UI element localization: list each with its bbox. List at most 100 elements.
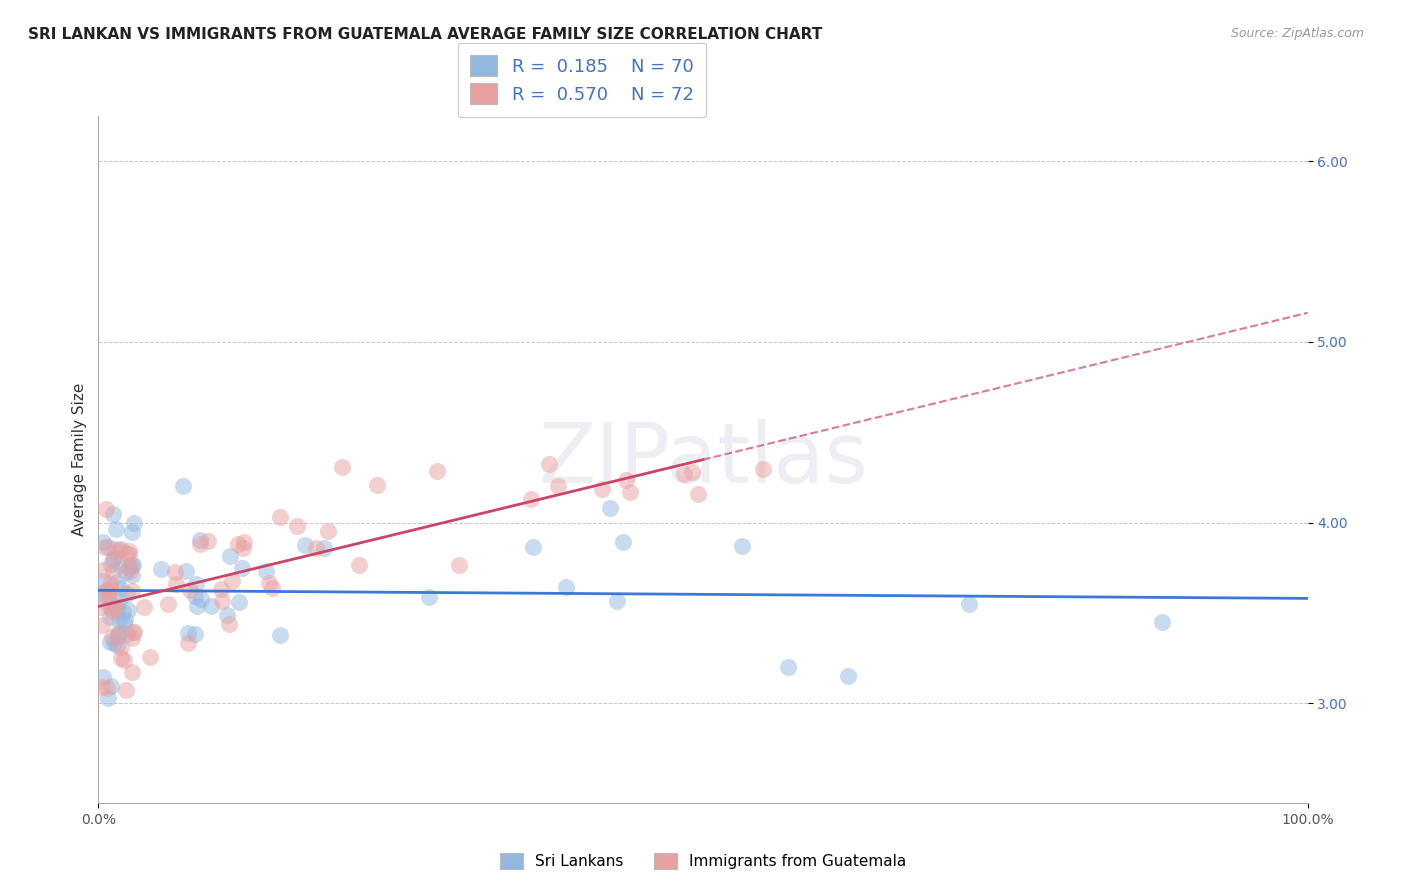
Point [100, 557, 122, 571]
Point [108, 593, 131, 607]
Point [215, 607, 238, 622]
Point [522, 540, 544, 554]
Point [117, 603, 139, 617]
Point [132, 599, 155, 614]
Point [101, 565, 124, 579]
Point [612, 535, 634, 549]
Point [98, 586, 121, 600]
Point [184, 590, 207, 604]
Point [190, 592, 212, 607]
Point [257, 576, 280, 591]
Point [100, 630, 122, 644]
Point [426, 464, 449, 478]
Point [91, 563, 114, 577]
Point [105, 639, 128, 653]
Point [120, 564, 142, 578]
Point [520, 492, 543, 507]
Point [314, 541, 336, 556]
Point [115, 547, 138, 561]
Point [93, 535, 115, 549]
Point [103, 508, 125, 522]
Point [103, 551, 125, 566]
Point [105, 599, 128, 613]
Point [605, 594, 627, 608]
Point [366, 477, 388, 491]
Point [200, 599, 222, 613]
Point [115, 565, 138, 579]
Point [186, 599, 208, 614]
Point [1152, 615, 1174, 629]
Point [101, 603, 124, 617]
Point [538, 457, 561, 471]
Point [121, 665, 143, 679]
Point [118, 547, 141, 561]
Point [96, 501, 118, 516]
Point [96, 681, 118, 696]
Point [110, 541, 132, 556]
Point [108, 558, 131, 572]
Point [349, 558, 371, 572]
Point [91, 670, 114, 684]
Point [165, 576, 187, 591]
Point [190, 533, 212, 547]
Text: SRI LANKAN VS IMMIGRANTS FROM GUATEMALA AVERAGE FAMILY SIZE CORRELATION CHART: SRI LANKAN VS IMMIGRANTS FROM GUATEMALA … [28, 27, 823, 42]
Point [418, 590, 440, 604]
Point [228, 595, 250, 609]
Point [294, 538, 316, 552]
Point [122, 516, 145, 530]
Point [121, 625, 143, 640]
Point [118, 560, 141, 574]
Point [316, 524, 339, 538]
Point [110, 651, 132, 665]
Point [97, 540, 120, 554]
Point [837, 669, 859, 683]
Point [221, 574, 243, 588]
Point [547, 479, 569, 493]
Point [449, 558, 471, 572]
Point [731, 539, 754, 553]
Point [688, 487, 710, 501]
Point [90, 680, 112, 694]
Point [110, 581, 132, 595]
Point [232, 535, 254, 549]
Point [107, 603, 129, 617]
Point [110, 640, 132, 654]
Point [98, 610, 121, 624]
Point [139, 649, 162, 664]
Point [179, 582, 201, 597]
Point [285, 518, 308, 533]
Point [121, 583, 143, 598]
Point [91, 586, 114, 600]
Point [90, 600, 112, 615]
Point [112, 605, 135, 619]
Point [121, 525, 143, 540]
Point [219, 549, 242, 564]
Text: Source: ZipAtlas.com: Source: ZipAtlas.com [1230, 27, 1364, 40]
Point [105, 575, 128, 590]
Point [107, 626, 129, 640]
Point [96, 582, 118, 597]
Point [254, 564, 277, 578]
Point [107, 629, 129, 643]
Point [103, 550, 125, 565]
Point [172, 479, 194, 493]
Point [120, 559, 142, 574]
Point [98, 635, 121, 649]
Point [163, 565, 186, 579]
Point [183, 627, 205, 641]
Point [121, 632, 143, 646]
Point [614, 473, 637, 487]
Point [330, 460, 353, 475]
Point [231, 561, 253, 575]
Point [157, 597, 180, 611]
Point [104, 541, 127, 556]
Point [218, 617, 240, 632]
Point [211, 594, 233, 608]
Point [97, 588, 120, 602]
Point [149, 561, 172, 575]
Point [100, 679, 122, 693]
Point [105, 522, 128, 536]
Point [177, 636, 200, 650]
Point [118, 544, 141, 558]
Point [232, 541, 254, 555]
